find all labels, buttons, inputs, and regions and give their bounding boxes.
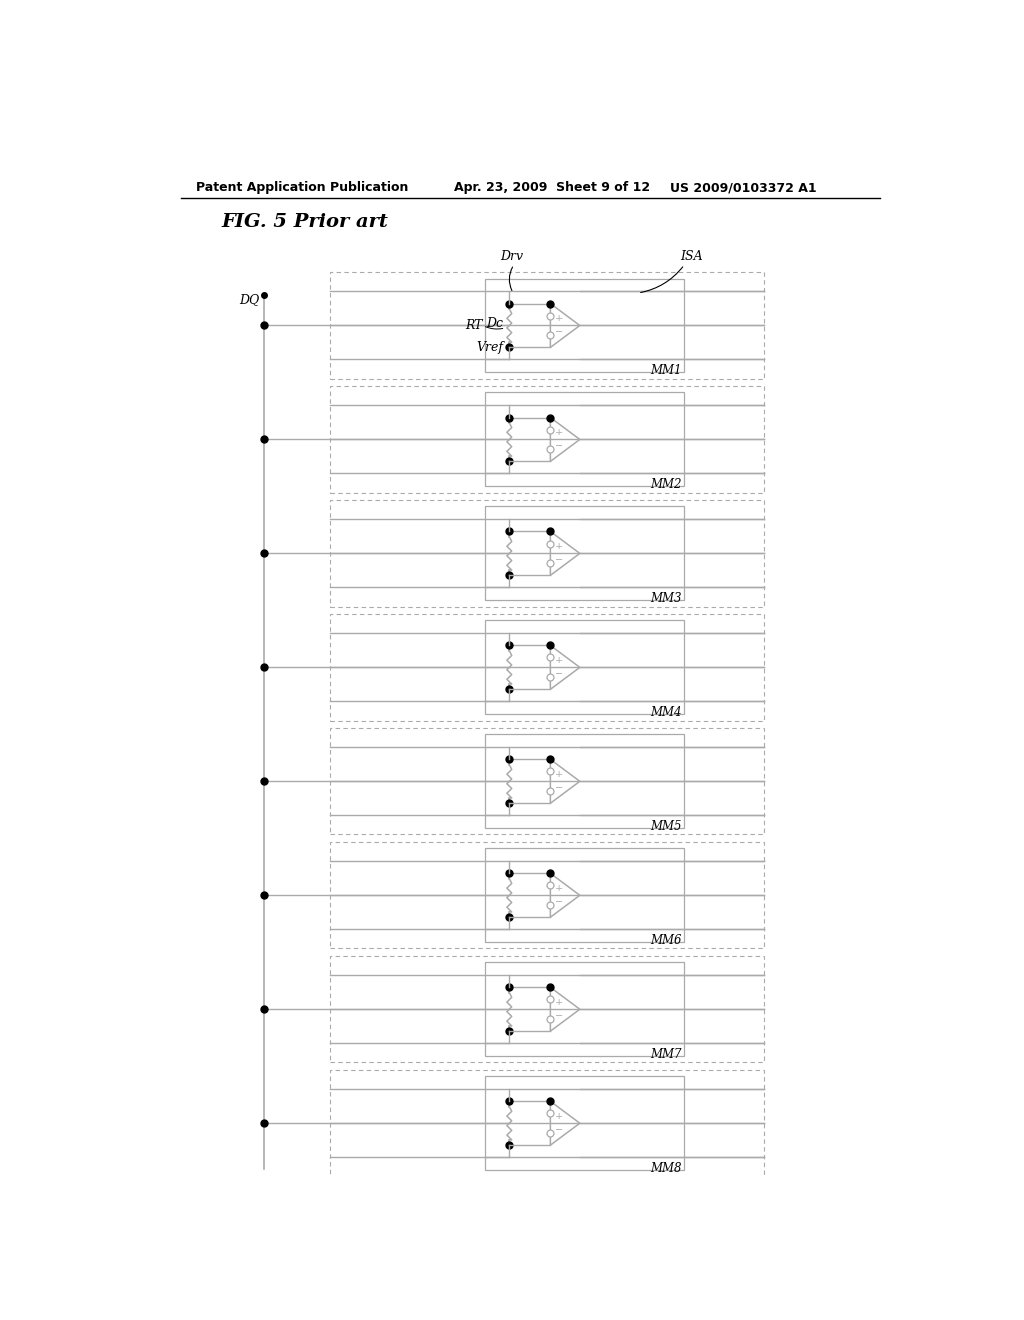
Bar	[484, 620, 684, 714]
Bar	[484, 734, 684, 829]
Text: −: −	[555, 556, 563, 565]
Text: −: −	[555, 442, 563, 451]
Bar	[484, 849, 684, 942]
Bar	[330, 1071, 764, 1176]
Text: Patent Application Publication: Patent Application Publication	[197, 181, 409, 194]
Text: Vref: Vref	[476, 341, 503, 354]
Text: Dc: Dc	[486, 317, 503, 330]
Bar	[330, 842, 764, 949]
Text: +: +	[555, 770, 563, 779]
Text: +: +	[555, 314, 563, 323]
Text: MM8: MM8	[650, 1162, 681, 1175]
Text: +: +	[555, 428, 563, 437]
Text: +: +	[555, 884, 563, 892]
Bar	[484, 279, 684, 372]
Text: MM5: MM5	[650, 820, 681, 833]
Text: MM3: MM3	[650, 593, 681, 606]
Bar	[330, 956, 764, 1063]
Bar	[330, 500, 764, 607]
Text: −: −	[555, 327, 563, 337]
Text: +: +	[555, 1111, 563, 1121]
Text: +: +	[555, 543, 563, 550]
Bar	[330, 729, 764, 834]
Bar	[484, 507, 684, 601]
Text: +: +	[555, 998, 563, 1007]
Text: −: −	[555, 898, 563, 907]
Text: −: −	[555, 1011, 563, 1020]
Bar	[330, 387, 764, 492]
Text: ISA: ISA	[681, 249, 703, 263]
Text: DQ: DQ	[239, 293, 259, 306]
Bar	[330, 272, 764, 379]
Bar	[484, 962, 684, 1056]
Text: −: −	[555, 784, 563, 793]
Text: MM4: MM4	[650, 706, 681, 719]
Text: MM2: MM2	[650, 478, 681, 491]
Text: RT: RT	[466, 319, 483, 333]
Text: MM7: MM7	[650, 1048, 681, 1061]
Text: +: +	[555, 656, 563, 665]
Text: −: −	[555, 669, 563, 678]
Text: MM1: MM1	[650, 364, 681, 378]
Bar	[330, 614, 764, 721]
Text: Drv: Drv	[500, 249, 523, 263]
Text: FIG. 5 Prior art: FIG. 5 Prior art	[221, 213, 388, 231]
Text: Apr. 23, 2009  Sheet 9 of 12: Apr. 23, 2009 Sheet 9 of 12	[454, 181, 649, 194]
Text: US 2009/0103372 A1: US 2009/0103372 A1	[671, 181, 817, 194]
Bar	[484, 392, 684, 487]
Bar	[484, 1076, 684, 1171]
Text: −: −	[555, 1126, 563, 1135]
Text: MM6: MM6	[650, 935, 681, 948]
